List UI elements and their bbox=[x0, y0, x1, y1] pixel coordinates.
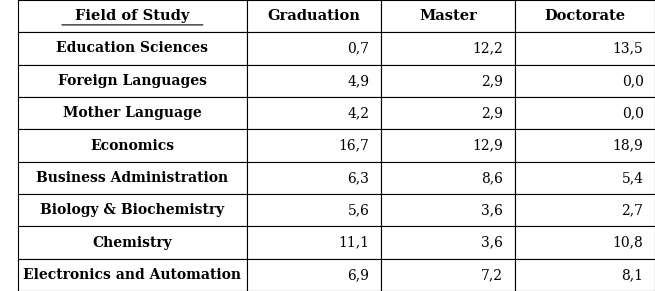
Bar bbox=[18, 0, 247, 32]
Bar bbox=[381, 97, 515, 129]
Bar bbox=[247, 226, 381, 259]
Text: 5,6: 5,6 bbox=[348, 203, 369, 217]
Text: Graduation: Graduation bbox=[268, 9, 360, 23]
Bar bbox=[247, 32, 381, 65]
Text: Electronics and Automation: Electronics and Automation bbox=[24, 268, 241, 282]
Bar bbox=[515, 162, 655, 194]
Text: 18,9: 18,9 bbox=[613, 139, 643, 152]
Bar bbox=[381, 129, 515, 162]
Bar bbox=[247, 97, 381, 129]
Text: Economics: Economics bbox=[90, 139, 174, 152]
Bar bbox=[515, 65, 655, 97]
Text: Business Administration: Business Administration bbox=[36, 171, 229, 185]
Text: 12,9: 12,9 bbox=[472, 139, 503, 152]
Bar bbox=[247, 162, 381, 194]
Bar bbox=[381, 162, 515, 194]
Text: 8,1: 8,1 bbox=[622, 268, 643, 282]
Text: 7,2: 7,2 bbox=[481, 268, 503, 282]
Text: 8,6: 8,6 bbox=[481, 171, 503, 185]
Bar bbox=[515, 259, 655, 291]
Bar bbox=[515, 0, 655, 32]
Bar bbox=[18, 32, 247, 65]
Bar bbox=[18, 97, 247, 129]
Text: 6,3: 6,3 bbox=[348, 171, 369, 185]
Text: Chemistry: Chemistry bbox=[92, 235, 172, 249]
Text: 5,4: 5,4 bbox=[622, 171, 643, 185]
Bar bbox=[515, 97, 655, 129]
Bar bbox=[381, 194, 515, 226]
Bar bbox=[18, 194, 247, 226]
Text: 6,9: 6,9 bbox=[348, 268, 369, 282]
Text: Field of Study: Field of Study bbox=[75, 9, 189, 23]
Text: Master: Master bbox=[419, 9, 477, 23]
Text: 13,5: 13,5 bbox=[613, 42, 643, 56]
Text: 0,0: 0,0 bbox=[622, 106, 643, 120]
Bar bbox=[247, 65, 381, 97]
Bar bbox=[515, 129, 655, 162]
Text: 12,2: 12,2 bbox=[472, 42, 503, 56]
Bar bbox=[18, 65, 247, 97]
Text: 2,9: 2,9 bbox=[481, 106, 503, 120]
Text: Mother Language: Mother Language bbox=[63, 106, 202, 120]
Bar bbox=[247, 129, 381, 162]
Text: 4,2: 4,2 bbox=[347, 106, 369, 120]
Text: 0,0: 0,0 bbox=[622, 74, 643, 88]
Text: 10,8: 10,8 bbox=[613, 235, 643, 249]
Text: Foreign Languages: Foreign Languages bbox=[58, 74, 207, 88]
Text: 16,7: 16,7 bbox=[339, 139, 369, 152]
Bar bbox=[18, 129, 247, 162]
Bar bbox=[18, 226, 247, 259]
Bar bbox=[18, 259, 247, 291]
Bar bbox=[247, 0, 381, 32]
Bar bbox=[18, 162, 247, 194]
Text: 2,9: 2,9 bbox=[481, 74, 503, 88]
Text: 2,7: 2,7 bbox=[622, 203, 643, 217]
Bar bbox=[515, 194, 655, 226]
Bar bbox=[515, 226, 655, 259]
Bar bbox=[247, 259, 381, 291]
Text: 3,6: 3,6 bbox=[481, 203, 503, 217]
Bar bbox=[247, 194, 381, 226]
Bar bbox=[381, 65, 515, 97]
Text: 4,9: 4,9 bbox=[347, 74, 369, 88]
Text: Education Sciences: Education Sciences bbox=[56, 42, 208, 56]
Text: Biology & Biochemistry: Biology & Biochemistry bbox=[40, 203, 225, 217]
Text: 11,1: 11,1 bbox=[339, 235, 369, 249]
Bar bbox=[381, 259, 515, 291]
Bar bbox=[381, 226, 515, 259]
Text: 0,7: 0,7 bbox=[347, 42, 369, 56]
Text: 3,6: 3,6 bbox=[481, 235, 503, 249]
Bar bbox=[381, 0, 515, 32]
Text: Doctorate: Doctorate bbox=[544, 9, 626, 23]
Bar bbox=[515, 32, 655, 65]
Bar bbox=[381, 32, 515, 65]
